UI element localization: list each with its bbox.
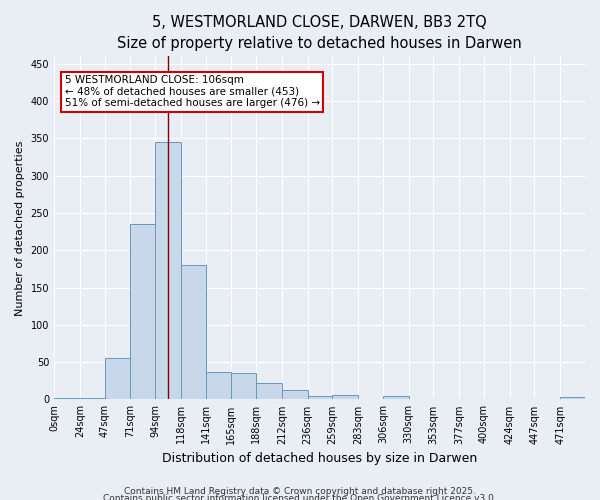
Y-axis label: Number of detached properties: Number of detached properties bbox=[15, 140, 25, 316]
Bar bbox=[155, 142, 181, 400]
Bar bbox=[104, 358, 130, 400]
Bar bbox=[80, 398, 104, 400]
Bar bbox=[256, 383, 282, 400]
Bar bbox=[332, 395, 358, 400]
X-axis label: Distribution of detached houses by size in Darwen: Distribution of detached houses by size … bbox=[162, 452, 477, 465]
Text: 5 WESTMORLAND CLOSE: 106sqm
← 48% of detached houses are smaller (453)
51% of se: 5 WESTMORLAND CLOSE: 106sqm ← 48% of det… bbox=[65, 75, 320, 108]
Bar bbox=[206, 372, 232, 400]
Bar bbox=[232, 374, 256, 400]
Bar bbox=[282, 390, 308, 400]
Text: Contains HM Land Registry data © Crown copyright and database right 2025.: Contains HM Land Registry data © Crown c… bbox=[124, 487, 476, 496]
Bar bbox=[130, 224, 155, 400]
Bar bbox=[383, 396, 409, 400]
Bar bbox=[181, 265, 206, 400]
Bar bbox=[54, 398, 80, 400]
Bar bbox=[308, 396, 332, 400]
Text: Contains public sector information licensed under the Open Government Licence v3: Contains public sector information licen… bbox=[103, 494, 497, 500]
Bar bbox=[560, 397, 585, 400]
Title: 5, WESTMORLAND CLOSE, DARWEN, BB3 2TQ
Size of property relative to detached hous: 5, WESTMORLAND CLOSE, DARWEN, BB3 2TQ Si… bbox=[117, 15, 522, 51]
